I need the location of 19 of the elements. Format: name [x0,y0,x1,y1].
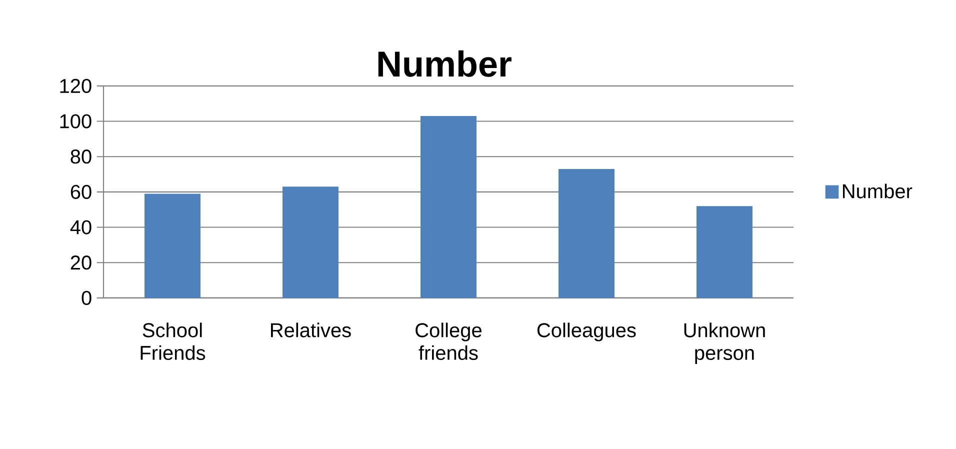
y-tick-label: 120 [60,78,92,94]
bar [144,194,201,298]
x-tick-label: School Friends [140,322,206,360]
x-tick-label: Colleagues [537,322,636,342]
y-tick-label: 60 [70,184,92,200]
bar [696,206,752,298]
legend-label: Number [842,184,912,198]
chart-title: Number [378,50,512,77]
bar [420,116,476,298]
x-tick-label: Unknown person [684,322,765,364]
x-tick-label: College friends [416,322,482,360]
bar [558,168,614,298]
y-tick-label: 20 [70,256,92,270]
y-tick-label: 40 [70,220,92,234]
bar [282,186,339,298]
y-tick-label: 80 [70,150,92,164]
y-tick-label: 0 [82,290,92,306]
y-tick-label: 100 [60,114,92,128]
x-tick-label: Relatives [271,322,351,338]
